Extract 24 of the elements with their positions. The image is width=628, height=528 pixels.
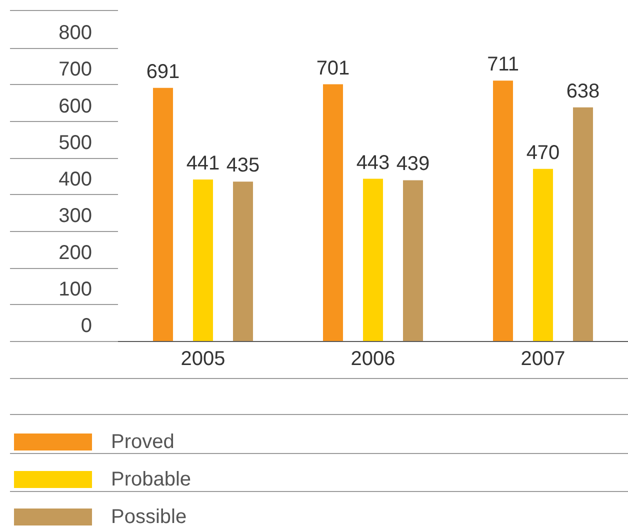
x-tick-label: 2007	[520, 348, 566, 370]
x-tick-label: 2005	[180, 348, 226, 370]
legend-label: Probable	[111, 468, 192, 490]
y-tick-label: 300	[58, 205, 92, 228]
data-label: 441	[186, 152, 220, 174]
data-label: 638	[566, 80, 600, 102]
y-tick-label: 400	[58, 168, 92, 190]
y-tick-label: 600	[58, 95, 92, 118]
y-tick-label: 0	[80, 315, 92, 337]
y-tick-label: 700	[58, 58, 92, 81]
data-label: 443	[356, 152, 390, 174]
y-tick-label: 200	[58, 242, 92, 264]
data-label: 711	[487, 54, 519, 76]
data-label: 470	[526, 142, 560, 164]
data-label: 701	[316, 57, 350, 80]
y-tick-label: 100	[58, 278, 92, 300]
legend-label: Proved	[111, 431, 174, 453]
y-tick-label: 500	[58, 132, 92, 154]
data-label: 435	[226, 154, 260, 177]
legend-label: Possible	[111, 506, 187, 528]
data-label: 439	[396, 153, 430, 176]
y-tick-label: 800	[58, 22, 92, 44]
data-label: 691	[146, 60, 180, 83]
x-tick-label: 2006	[350, 348, 396, 370]
